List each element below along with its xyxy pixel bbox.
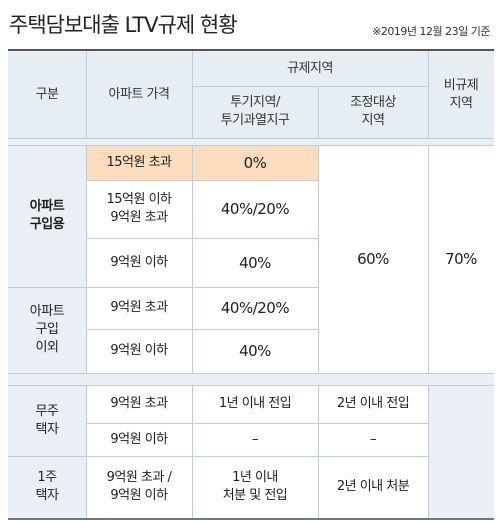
grid-line [192, 51, 193, 138]
grid-line [318, 86, 319, 138]
grid-line [428, 385, 429, 518]
row-spec-value: 40%/20% [192, 287, 318, 329]
grid-line [192, 86, 428, 87]
header-category: 구분 [8, 51, 86, 138]
grid-line [86, 51, 87, 138]
grid-line [428, 51, 429, 138]
bottom-rule [8, 518, 494, 520]
lower-row-spec: 1년 이내 전입 [192, 385, 318, 423]
grid-line [86, 238, 318, 239]
section-separator [8, 373, 494, 385]
grid-line [8, 373, 494, 374]
grid-line [8, 138, 494, 139]
grid-line [86, 329, 318, 330]
row-price: 9억원 초과 [86, 287, 192, 329]
row-price: 9억원 이하 [86, 238, 192, 287]
lower-row-adj: 2년 이내 처분 [318, 456, 428, 518]
grid-line [86, 180, 318, 181]
date-note: ※2019년 12월 23일 기준 [372, 25, 490, 38]
lower-row-price: 9억원 초과 / 9억원 이하 [86, 456, 192, 518]
grid-line [86, 145, 87, 373]
row-price: 9억원 이하 [86, 329, 192, 373]
grid-line [86, 385, 87, 518]
header-regulated-area: 규제지역 [192, 51, 428, 86]
header-apt-price: 아파트 가격 [86, 51, 192, 138]
row-price: 15억원 이하 9억원 초과 [86, 180, 192, 238]
group-one-house: 1주 택자 [8, 456, 86, 518]
header-non-regulated: 비규제 지역 [428, 51, 494, 138]
non-regulated-value: 70% [428, 145, 494, 373]
page-title: 주택담보대출 LTV규제 현황 [9, 13, 238, 37]
row-spec-value: 40% [192, 329, 318, 373]
lower-row-spec: – [192, 423, 318, 456]
lower-row-adj: – [318, 423, 428, 456]
lower-row-adj: 2년 이내 전입 [318, 385, 428, 423]
row-spec-value: 0% [192, 145, 318, 180]
lower-row-spec: 1년 이내 처분 및 전입 [192, 456, 318, 518]
grid-line [8, 456, 428, 457]
grid-line [428, 145, 429, 373]
lower-row-price: 9억원 이하 [86, 423, 192, 456]
grid-line [192, 145, 193, 373]
group-apt-other: 아파트 구입 이외 [8, 287, 86, 373]
lower-non-regulated-blank [428, 385, 494, 518]
grid-line [318, 145, 319, 373]
top-rule [8, 49, 494, 51]
grid-line [8, 145, 494, 146]
grid-line [8, 287, 318, 288]
row-spec-value: 40% [192, 238, 318, 287]
group-no-house: 무주 택자 [8, 385, 86, 456]
grid-line [86, 423, 428, 424]
grid-line [192, 385, 193, 518]
grid-line [318, 385, 319, 518]
spacer-band [8, 138, 494, 145]
adjustment-area-value: 60% [318, 145, 428, 373]
header-adjustment-area: 조정대상 지역 [318, 86, 428, 138]
grid-line [8, 385, 494, 386]
lower-row-price: 9억원 초과 [86, 385, 192, 423]
row-spec-value: 40%/20% [192, 180, 318, 238]
group-apt-purchase: 아파트 구입용 [8, 145, 86, 287]
header-speculation-area: 투기지역/ 투기과열지구 [192, 86, 318, 138]
row-price: 15억원 초과 [86, 145, 192, 180]
header: 주택담보대출 LTV규제 현황 ※2019년 12월 23일 기준 [0, 0, 500, 50]
